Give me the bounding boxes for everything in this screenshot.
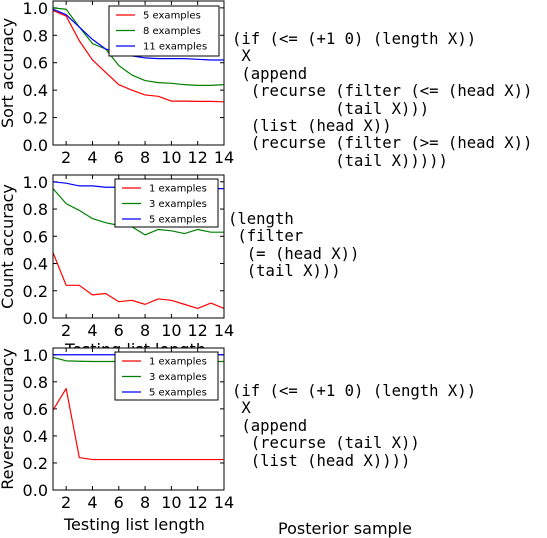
y-tick-label: 0.2 bbox=[23, 282, 48, 301]
legend-label: 8 examples bbox=[143, 26, 201, 37]
bottom-x-axis-label: Testing list length bbox=[64, 515, 205, 534]
y-tick-label: 0.2 bbox=[23, 109, 48, 128]
legend-label: 3 examples bbox=[149, 372, 207, 383]
y-tick-label: 0.6 bbox=[23, 227, 48, 246]
program-sort: (if (<= (+1 0) (length X)) X (append (re… bbox=[232, 30, 533, 170]
x-tick-label: 8 bbox=[140, 321, 150, 340]
series-line bbox=[52, 387, 224, 461]
x-tick-label: 2 bbox=[61, 321, 71, 340]
y-tick-label: 0.6 bbox=[23, 400, 48, 419]
x-tick-label: 10 bbox=[161, 148, 181, 167]
legend-label: 1 examples bbox=[149, 357, 207, 368]
program-reverse: (if (<= (+1 0) (length X)) X (append (re… bbox=[232, 382, 477, 470]
x-tick-label: 14 bbox=[214, 493, 234, 512]
y-tick-label: 1.0 bbox=[23, 0, 48, 18]
x-tick-label: 12 bbox=[188, 148, 208, 167]
x-tick-label: 8 bbox=[140, 493, 150, 512]
y-tick-label: 0.0 bbox=[23, 481, 48, 500]
y-tick-label: 0.4 bbox=[23, 427, 48, 446]
y-tick-label: 0.8 bbox=[23, 26, 48, 45]
y-axis-label: Reverse accuracy bbox=[0, 348, 17, 490]
legend-label: 5 examples bbox=[149, 215, 207, 226]
y-tick-label: 1.0 bbox=[23, 173, 48, 192]
x-tick-label: 6 bbox=[114, 321, 124, 340]
y-tick-label: 0.8 bbox=[23, 200, 48, 219]
x-tick-label: 10 bbox=[161, 493, 181, 512]
posterior-sample-label: Posterior sample bbox=[278, 519, 412, 538]
plot-frame bbox=[52, 174, 225, 319]
y-tick-label: 0.8 bbox=[23, 373, 48, 392]
x-tick-label: 8 bbox=[140, 148, 150, 167]
y-tick-label: 0.6 bbox=[23, 54, 48, 73]
x-tick-label: 12 bbox=[188, 321, 208, 340]
y-tick-label: 0.2 bbox=[23, 454, 48, 473]
legend-label: 5 examples bbox=[149, 388, 207, 399]
x-tick-label: 14 bbox=[214, 321, 234, 340]
legend-label: 3 examples bbox=[149, 199, 207, 210]
y-axis-label: Sort accuracy bbox=[0, 18, 17, 128]
x-tick-label: 6 bbox=[114, 148, 124, 167]
x-tick-label: 2 bbox=[61, 148, 71, 167]
series-line bbox=[52, 10, 225, 103]
legend-label: 1 examples bbox=[149, 184, 207, 195]
x-tick-label: 12 bbox=[188, 493, 208, 512]
y-tick-label: 0.0 bbox=[23, 309, 48, 328]
program-count: (length (filter (= (head X)) (tail X))) bbox=[228, 210, 360, 281]
x-tick-label: 6 bbox=[114, 493, 124, 512]
x-tick-label: 10 bbox=[161, 321, 181, 340]
series-line bbox=[52, 252, 225, 310]
x-tick-label: 14 bbox=[214, 148, 234, 167]
y-tick-label: 0.0 bbox=[23, 136, 48, 155]
y-tick-label: 0.4 bbox=[23, 81, 48, 100]
plot-frame bbox=[52, 347, 225, 491]
legend-label: 11 examples bbox=[143, 42, 207, 53]
series-line bbox=[52, 188, 224, 236]
x-tick-label: 2 bbox=[61, 493, 71, 512]
y-axis-label: Count accuracy bbox=[0, 184, 17, 309]
series-line bbox=[52, 8, 224, 61]
plot-frame bbox=[52, 0, 225, 146]
y-tick-label: 1.0 bbox=[23, 346, 48, 365]
x-tick-label: 4 bbox=[87, 321, 97, 340]
x-tick-label: 4 bbox=[87, 493, 97, 512]
x-tick-label: 4 bbox=[87, 148, 97, 167]
legend-label: 5 examples bbox=[143, 11, 201, 22]
y-tick-label: 0.4 bbox=[23, 255, 48, 274]
